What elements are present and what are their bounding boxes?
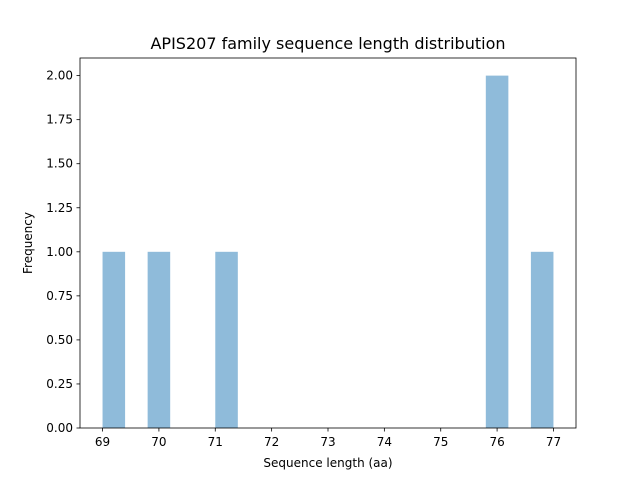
x-tick-label: 72: [264, 435, 279, 449]
x-tick-label: 73: [320, 435, 335, 449]
y-tick-label: 0.00: [46, 421, 73, 435]
x-tick-label: 70: [151, 435, 166, 449]
histogram-bar-3: [485, 75, 509, 428]
chart-title: APIS207 family sequence length distribut…: [150, 34, 505, 53]
plot-frame: [79, 57, 577, 429]
y-axis-label: Frequency: [21, 212, 35, 274]
histogram-bar-1: [147, 251, 171, 428]
x-tick-label: 77: [546, 435, 561, 449]
x-tick-label: 69: [95, 435, 110, 449]
histogram-bar-0: [102, 251, 126, 428]
x-tick-label: 75: [433, 435, 448, 449]
y-tick-label: 1.25: [46, 201, 73, 215]
bars-group: [102, 75, 554, 428]
y-tick-label: 1.50: [46, 157, 73, 171]
y-tick-label: 0.75: [46, 289, 73, 303]
x-tick-label: 71: [208, 435, 223, 449]
x-tick-label: 74: [377, 435, 392, 449]
y-axis-ticks: 0.00 0.25 0.50 0.75 1.00 1.25 1.50 1.75 2.00: [46, 69, 80, 435]
histogram-bar-4: [530, 251, 554, 428]
y-tick-label: 0.25: [46, 377, 73, 391]
x-axis-label: Sequence length (aa): [263, 456, 392, 470]
x-tick-label: 76: [489, 435, 504, 449]
y-tick-label: 0.50: [46, 333, 73, 347]
y-tick-label: 1.75: [46, 113, 73, 127]
y-tick-label: 1.00: [46, 245, 73, 259]
y-tick-label: 2.00: [46, 69, 73, 83]
histogram-bar-2: [215, 251, 238, 428]
x-axis-ticks: 69 70 71 72 73 74 75 76 77: [95, 428, 561, 449]
